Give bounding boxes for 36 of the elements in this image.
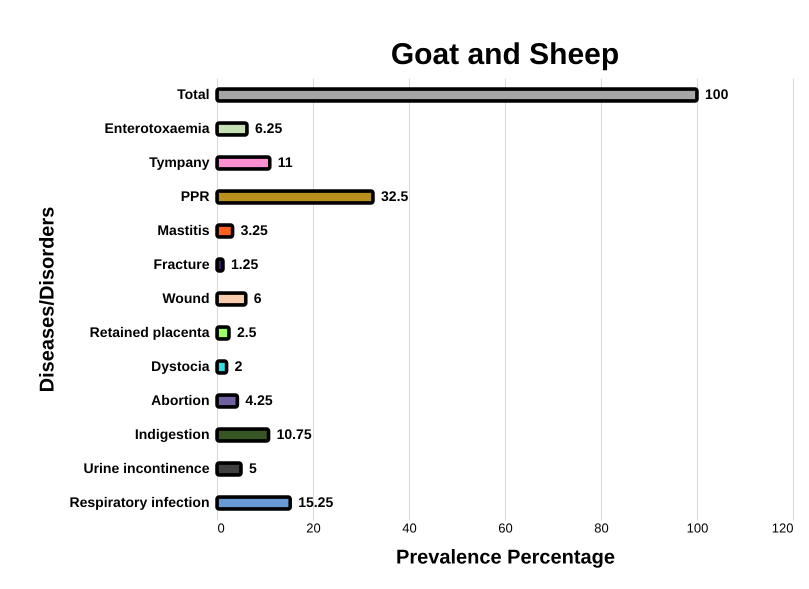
- y-tick-label: Wound: [162, 290, 210, 306]
- y-tick-label: PPR: [180, 188, 210, 204]
- data-label: 100: [705, 86, 729, 102]
- data-label: 2.5: [237, 324, 257, 340]
- x-axis-title: Prevalence Percentage: [396, 546, 616, 568]
- x-tick-label: 40: [402, 520, 417, 536]
- data-label: 3.25: [240, 222, 268, 238]
- y-tick-label: Indigestion: [134, 426, 210, 442]
- data-label: 5: [249, 460, 257, 476]
- y-tick-label: Fracture: [153, 256, 210, 272]
- data-label: 2: [234, 358, 243, 374]
- data-label: 6.25: [255, 120, 282, 136]
- y-tick-label: Tympany: [149, 154, 210, 170]
- y-tick-label: Respiratory infection: [69, 494, 210, 510]
- data-label: 10.75: [276, 426, 312, 442]
- x-tick-label: 80: [594, 520, 609, 536]
- chart-title: Goat and Sheep: [390, 38, 620, 71]
- y-tick-label: Enterotoxaemia: [104, 120, 210, 136]
- y-tick-label: Urine incontinence: [83, 460, 210, 476]
- x-tick-label: 100: [686, 520, 708, 536]
- x-tick-label: 20: [306, 520, 321, 536]
- y-tick-label: Mastitis: [157, 222, 210, 238]
- data-label: 6: [254, 290, 262, 306]
- y-tick-label: Total: [177, 86, 210, 102]
- data-label: 1.25: [231, 256, 258, 272]
- data-label: 4.25: [245, 392, 273, 408]
- y-tick-label: Dystocia: [151, 358, 210, 374]
- x-tick-label: 120: [772, 520, 794, 536]
- y-axis-title: Diseases/Disorders: [36, 206, 58, 392]
- y-tick-label: Abortion: [151, 392, 210, 408]
- y-tick-label: Retained placenta: [90, 324, 210, 340]
- x-tick-label: 0: [218, 520, 225, 536]
- x-tick-label: 60: [498, 520, 513, 536]
- data-label: 15.25: [298, 494, 334, 510]
- data-label: 32.5: [381, 188, 408, 204]
- data-label: 11: [278, 154, 293, 170]
